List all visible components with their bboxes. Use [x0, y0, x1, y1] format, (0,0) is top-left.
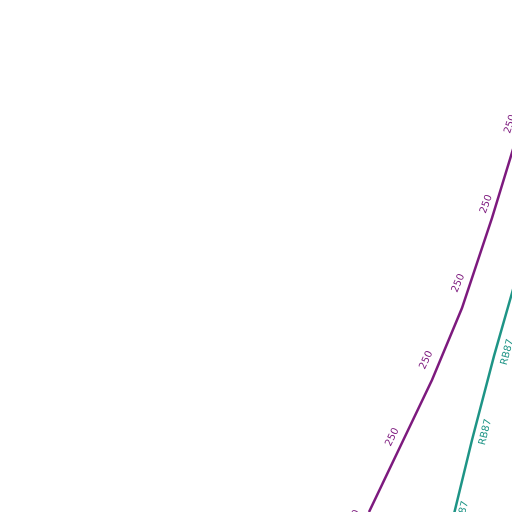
route-label: 250: [502, 113, 512, 135]
route-label: 250: [344, 508, 362, 512]
route-line: [453, 288, 512, 512]
route-line: [367, 148, 512, 512]
